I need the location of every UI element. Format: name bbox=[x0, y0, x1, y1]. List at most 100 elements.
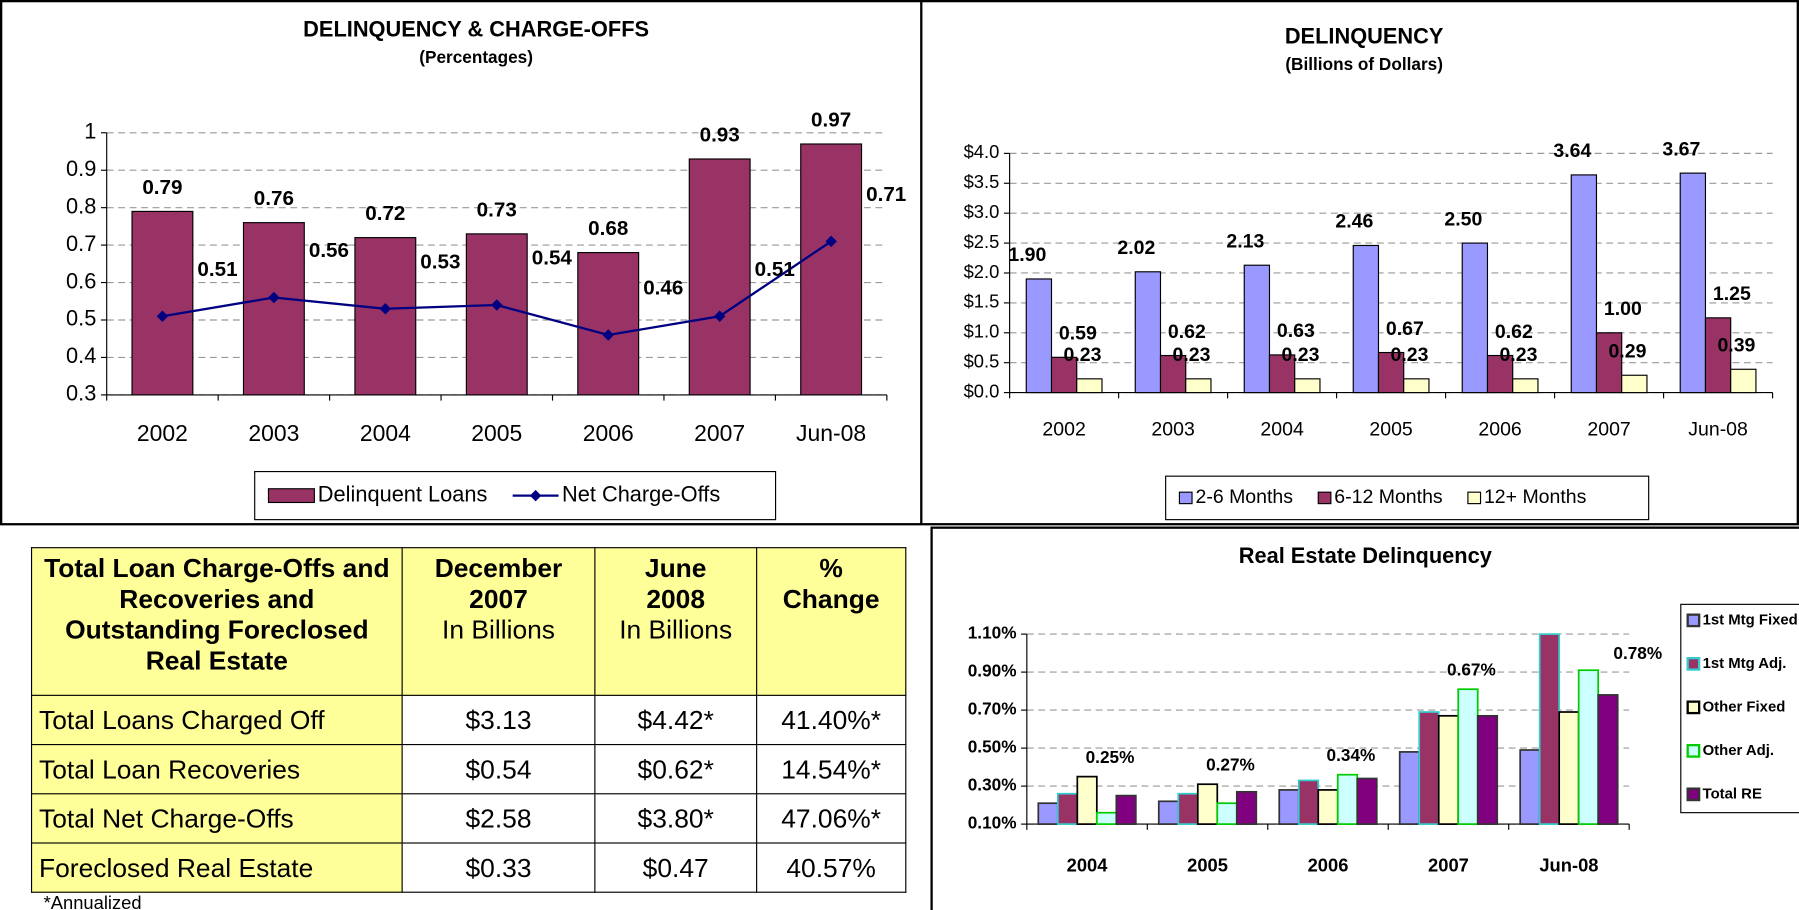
data-label: 0.46 bbox=[643, 277, 683, 300]
table-cell: $0.33 bbox=[401, 842, 596, 893]
bar bbox=[1037, 802, 1059, 825]
legend-label: Net Charge-Offs bbox=[562, 481, 720, 506]
bar bbox=[1317, 789, 1339, 825]
data-label: 2.50 bbox=[1444, 208, 1482, 230]
data-label: 0.53 bbox=[420, 250, 460, 273]
data-label: 1.25 bbox=[1713, 283, 1751, 305]
legend-label: 1st Mtg Fixed bbox=[1703, 612, 1798, 628]
bar bbox=[1268, 354, 1296, 394]
bar bbox=[1025, 278, 1053, 394]
data-label: 0.79 bbox=[142, 176, 182, 199]
bar bbox=[1519, 749, 1541, 825]
chart-subtitle: (Billions of Dollars) bbox=[1285, 54, 1443, 74]
x-tick-label: 2007 bbox=[1428, 854, 1469, 875]
y-tick-label: 0.8 bbox=[66, 193, 96, 218]
y-tick-label: 0.6 bbox=[66, 268, 96, 293]
bar bbox=[688, 158, 751, 396]
data-label: 0.68 bbox=[588, 217, 628, 240]
table-cell: 40.57% bbox=[755, 842, 907, 893]
data-label: 0.25% bbox=[1086, 747, 1135, 767]
bar bbox=[1076, 775, 1098, 825]
data-label: 0.97 bbox=[811, 109, 851, 132]
bar bbox=[1476, 714, 1499, 825]
y-tick-label: $2.0 bbox=[964, 261, 1000, 282]
bar bbox=[1570, 174, 1598, 394]
data-label: 0.71 bbox=[866, 183, 906, 206]
table-cell: 14.54%* bbox=[755, 743, 907, 795]
data-label: 0.27% bbox=[1206, 754, 1255, 774]
header-cell: December 2007 In Billions bbox=[401, 547, 596, 696]
data-label: 0.23 bbox=[1172, 344, 1210, 366]
data-label: 0.54 bbox=[532, 247, 573, 270]
marker bbox=[602, 329, 614, 341]
legend-label: Other Fixed bbox=[1703, 699, 1786, 715]
footnote: *Annualized bbox=[43, 893, 142, 910]
legend-swatch bbox=[1178, 491, 1193, 505]
row-label: Total Loans Charged Off bbox=[30, 694, 403, 746]
bar bbox=[1196, 783, 1219, 825]
y-tick-label: 0.9 bbox=[66, 156, 96, 181]
data-label: 0.59 bbox=[1059, 323, 1097, 345]
marker bbox=[825, 235, 837, 248]
y-tick-label: $1.5 bbox=[964, 291, 1000, 312]
header-cell: % Change bbox=[755, 547, 907, 696]
x-tick-label: 2005 bbox=[471, 420, 522, 446]
y-tick-label: $3.5 bbox=[964, 171, 1000, 192]
legend-label: Delinquent Loans bbox=[318, 481, 488, 506]
legend-label: 1st Mtg Adj. bbox=[1703, 656, 1787, 672]
bar bbox=[1577, 669, 1600, 825]
bar bbox=[1512, 378, 1539, 394]
x-tick-label: 2006 bbox=[1308, 854, 1349, 875]
bar bbox=[1595, 332, 1623, 394]
x-tick-label: 2002 bbox=[1042, 419, 1085, 441]
table-cell: $4.42* bbox=[594, 694, 758, 746]
table-row: Foreclosed Real Estate $0.33 $0.47 40.57% bbox=[30, 842, 907, 893]
bar bbox=[1461, 242, 1489, 394]
bar bbox=[354, 237, 417, 396]
bar bbox=[1377, 351, 1405, 394]
header-title: Total Loan Charge-Offs and Recoveries an… bbox=[44, 552, 390, 676]
x-tick-label: Jun-08 bbox=[1688, 419, 1748, 441]
x-tick-label: 2002 bbox=[137, 420, 188, 446]
legend-box bbox=[1680, 603, 1799, 814]
data-label: 0.23 bbox=[1390, 344, 1428, 366]
bar bbox=[1352, 244, 1380, 394]
data-label: 3.64 bbox=[1553, 140, 1591, 162]
header-title: June 2008 bbox=[644, 552, 707, 614]
data-label: 0.23 bbox=[1064, 344, 1102, 366]
bar bbox=[1538, 633, 1561, 825]
table-cell: $2.58 bbox=[401, 793, 596, 844]
bar bbox=[1679, 172, 1707, 394]
header-row: Total Loan Charge-Offs and Recoveries an… bbox=[30, 547, 907, 696]
bar bbox=[1177, 792, 1199, 825]
row-label: Total Net Charge-Offs bbox=[30, 793, 403, 844]
y-tick-label: $3.0 bbox=[964, 201, 1000, 222]
x-tick-label: 2005 bbox=[1187, 854, 1228, 875]
legend-swatch bbox=[1686, 743, 1701, 758]
row-label: Total Loan Recoveries bbox=[30, 743, 403, 795]
header-title: % Change bbox=[782, 552, 880, 614]
data-label: 1.00 bbox=[1604, 298, 1642, 320]
bar bbox=[1278, 789, 1300, 825]
legend-swatch bbox=[529, 489, 542, 502]
y-tick-label: 1 bbox=[84, 119, 96, 144]
y-tick-label: 1.10% bbox=[968, 623, 1017, 643]
bar bbox=[131, 210, 194, 396]
panel-border bbox=[0, 0, 1799, 526]
x-tick-label: 2006 bbox=[1478, 419, 1521, 441]
bar bbox=[1730, 368, 1757, 394]
data-label: 0.23 bbox=[1281, 344, 1319, 366]
y-tick-label: $0.0 bbox=[964, 380, 1000, 401]
x-tick-label: 2007 bbox=[694, 420, 745, 446]
table-cell: $0.47 bbox=[594, 842, 758, 893]
bar bbox=[577, 252, 640, 396]
legend-swatch bbox=[1686, 787, 1701, 802]
marker bbox=[713, 310, 726, 322]
y-tick-label: 0.50% bbox=[968, 737, 1017, 757]
chart-subtitle: (Percentages) bbox=[419, 47, 533, 67]
bar bbox=[1095, 811, 1118, 825]
data-label: 0.39 bbox=[1717, 335, 1755, 357]
data-label: 0.62 bbox=[1495, 321, 1533, 343]
